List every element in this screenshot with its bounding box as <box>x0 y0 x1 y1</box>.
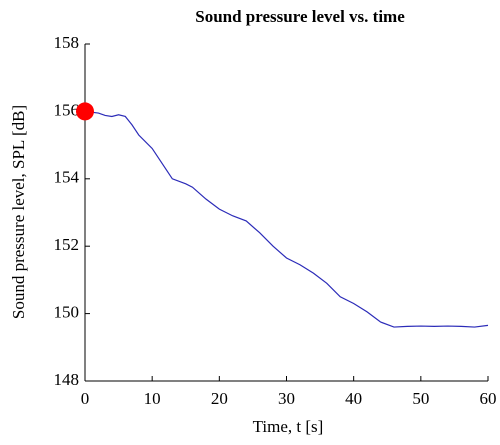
line <box>84 110 489 328</box>
y-tick-label: 148 <box>54 370 80 389</box>
x-axis-label: Time, t [s] <box>253 417 324 436</box>
x-tick-label: 50 <box>412 389 429 408</box>
y-tick-label: 158 <box>54 33 80 52</box>
y-tick-label: 152 <box>54 235 80 254</box>
x-tick-label: 20 <box>211 389 228 408</box>
x-tick-label: 0 <box>81 389 90 408</box>
y-tick-label: 156 <box>54 100 80 119</box>
y-axis-label: Sound pressure level, SPL [dB] <box>9 105 28 319</box>
x-tick-label: 40 <box>345 389 362 408</box>
y-tick-label: 154 <box>54 168 80 187</box>
x-tick-label: 30 <box>278 389 295 408</box>
x-tick-label: 10 <box>144 389 161 408</box>
y-tick-label: 150 <box>54 303 80 322</box>
x-tick-label: 60 <box>480 389 497 408</box>
marker <box>76 102 94 121</box>
chart-title: Sound pressure level vs. time <box>195 7 405 26</box>
